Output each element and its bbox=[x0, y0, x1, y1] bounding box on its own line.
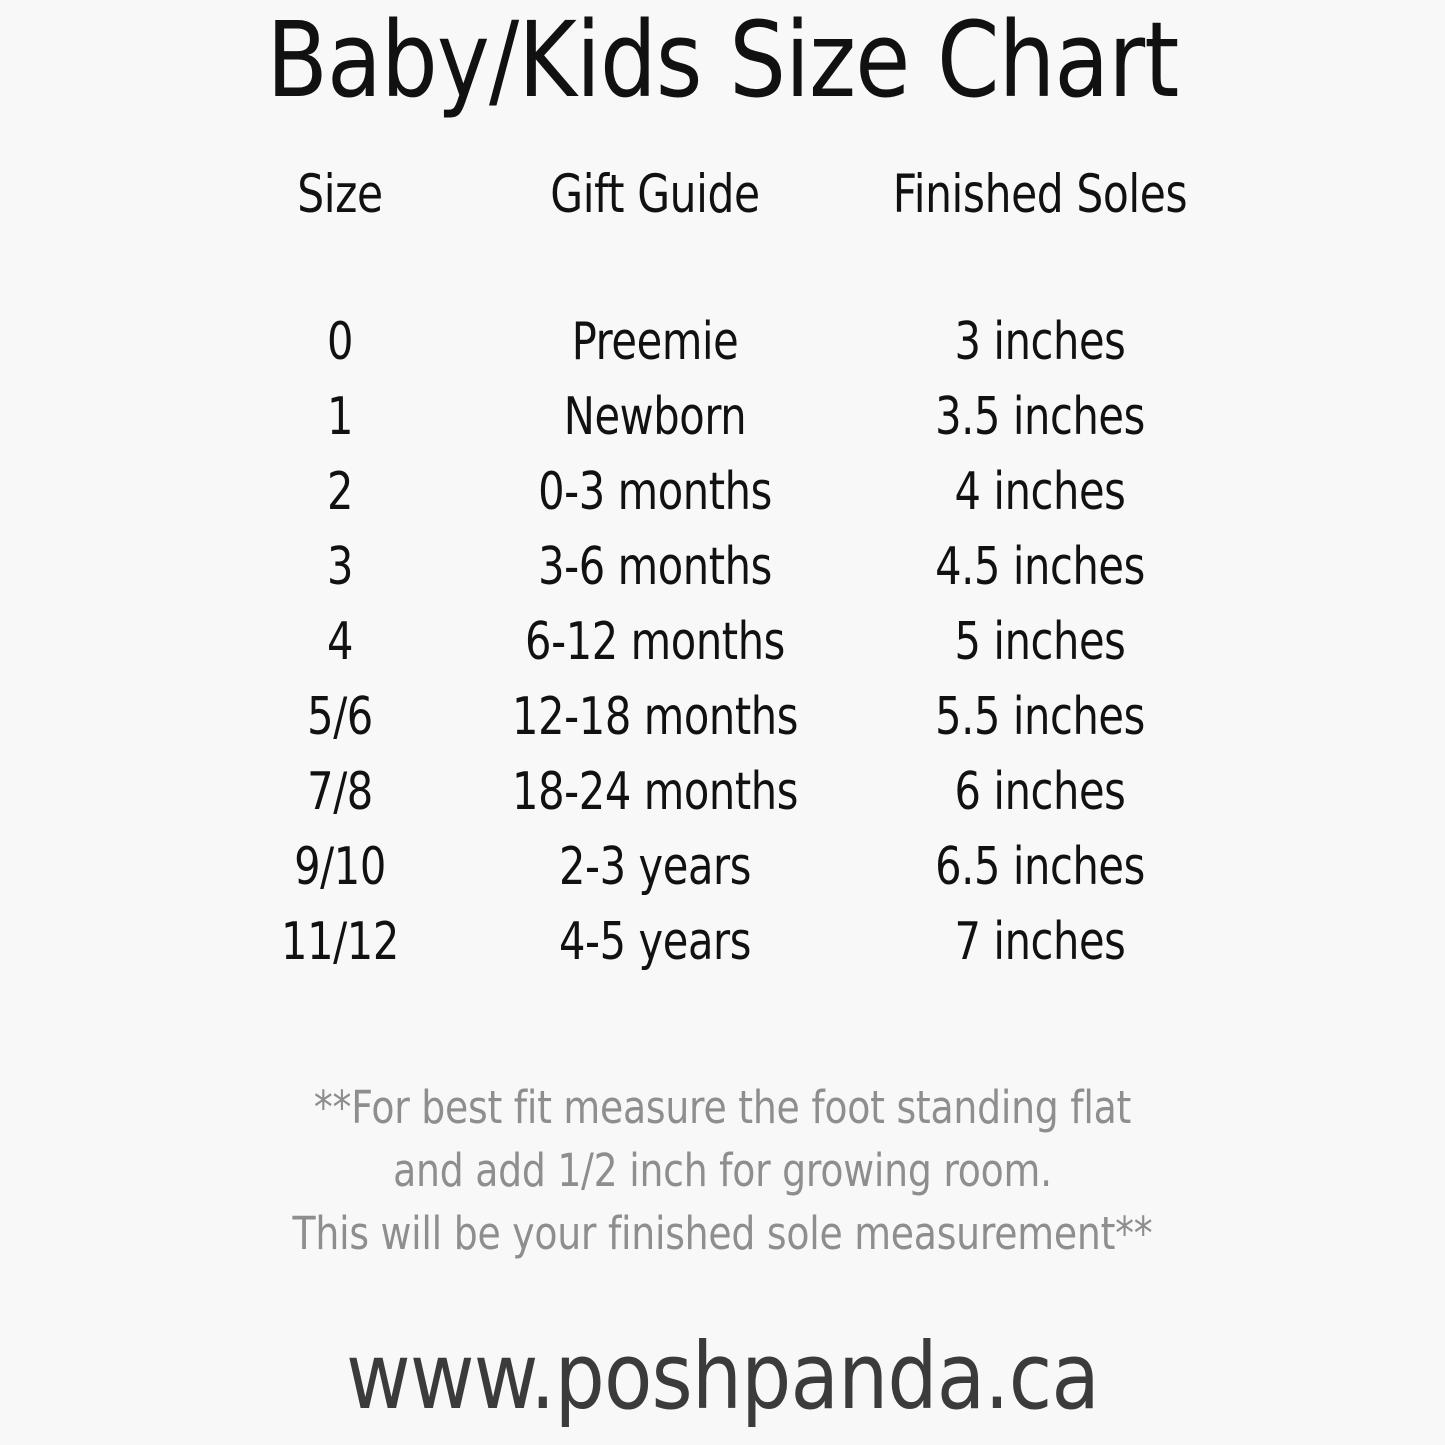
size-chart-table: Size Gift Guide Finished Soles 0 Preemie… bbox=[225, 160, 1225, 980]
cell-finished-soles: 3.5 inches bbox=[935, 387, 1145, 447]
cell-gift-guide: 3-6 months bbox=[538, 537, 772, 597]
cell-size: 1 bbox=[326, 387, 354, 447]
column-header-gift-guide: Gift Guide bbox=[550, 164, 760, 225]
footnote-line-3: This will be your finished sole measurem… bbox=[292, 1207, 1153, 1260]
table-header-row: Size Gift Guide Finished Soles bbox=[225, 160, 1225, 230]
cell-size: 11/12 bbox=[281, 912, 399, 972]
table-row: 9/10 2-3 years 6.5 inches bbox=[225, 830, 1225, 905]
cell-size: 7/8 bbox=[307, 762, 373, 822]
table-row: 4 6-12 months 5 inches bbox=[225, 605, 1225, 680]
cell-size: 5/6 bbox=[307, 687, 373, 747]
cell-size: 3 bbox=[326, 537, 354, 597]
footnote-line-1: **For best fit measure the foot standing… bbox=[313, 1081, 1132, 1134]
header-body-spacer bbox=[225, 230, 1225, 305]
page-title: Baby/Kids Size Chart bbox=[266, 0, 1180, 121]
column-header-finished-soles: Finished Soles bbox=[892, 164, 1188, 225]
cell-gift-guide: Newborn bbox=[563, 387, 747, 447]
cell-gift-guide: 6-12 months bbox=[525, 612, 785, 672]
cell-finished-soles: 6.5 inches bbox=[935, 837, 1145, 897]
footnote-line-2: and add 1/2 inch for growing room. bbox=[393, 1144, 1052, 1197]
cell-finished-soles: 5.5 inches bbox=[935, 687, 1145, 747]
table-row: 3 3-6 months 4.5 inches bbox=[225, 530, 1225, 605]
cell-gift-guide: Preemie bbox=[571, 312, 739, 372]
table-body: 0 Preemie 3 inches 1 Newborn 3.5 inches … bbox=[225, 230, 1225, 980]
cell-finished-soles: 5 inches bbox=[954, 612, 1126, 672]
cell-size: 4 bbox=[326, 612, 354, 672]
table-row: 11/12 4-5 years 7 inches bbox=[225, 905, 1225, 980]
cell-finished-soles: 4.5 inches bbox=[935, 537, 1145, 597]
table-row: 7/8 18-24 months 6 inches bbox=[225, 755, 1225, 830]
table-row: 1 Newborn 3.5 inches bbox=[225, 380, 1225, 455]
column-header-size: Size bbox=[297, 164, 383, 225]
table-row: 2 0-3 months 4 inches bbox=[225, 455, 1225, 530]
cell-gift-guide: 2-3 years bbox=[558, 837, 752, 897]
cell-finished-soles: 7 inches bbox=[954, 912, 1126, 972]
cell-size: 0 bbox=[326, 312, 354, 372]
table-row: 5/6 12-18 months 5.5 inches bbox=[225, 680, 1225, 755]
cell-gift-guide: 4-5 years bbox=[558, 912, 752, 972]
table-row: 0 Preemie 3 inches bbox=[225, 305, 1225, 380]
cell-gift-guide: 18-24 months bbox=[512, 762, 798, 822]
cell-size: 9/10 bbox=[294, 837, 386, 897]
cell-gift-guide: 0-3 months bbox=[538, 462, 772, 522]
cell-finished-soles: 3 inches bbox=[954, 312, 1126, 372]
cell-finished-soles: 4 inches bbox=[954, 462, 1126, 522]
measurement-footnote: **For best fit measure the foot standing… bbox=[0, 1076, 1445, 1265]
website-url: www.poshpanda.ca bbox=[346, 1323, 1100, 1430]
cell-finished-soles: 6 inches bbox=[954, 762, 1126, 822]
cell-gift-guide: 12-18 months bbox=[512, 687, 798, 747]
cell-size: 2 bbox=[326, 462, 354, 522]
